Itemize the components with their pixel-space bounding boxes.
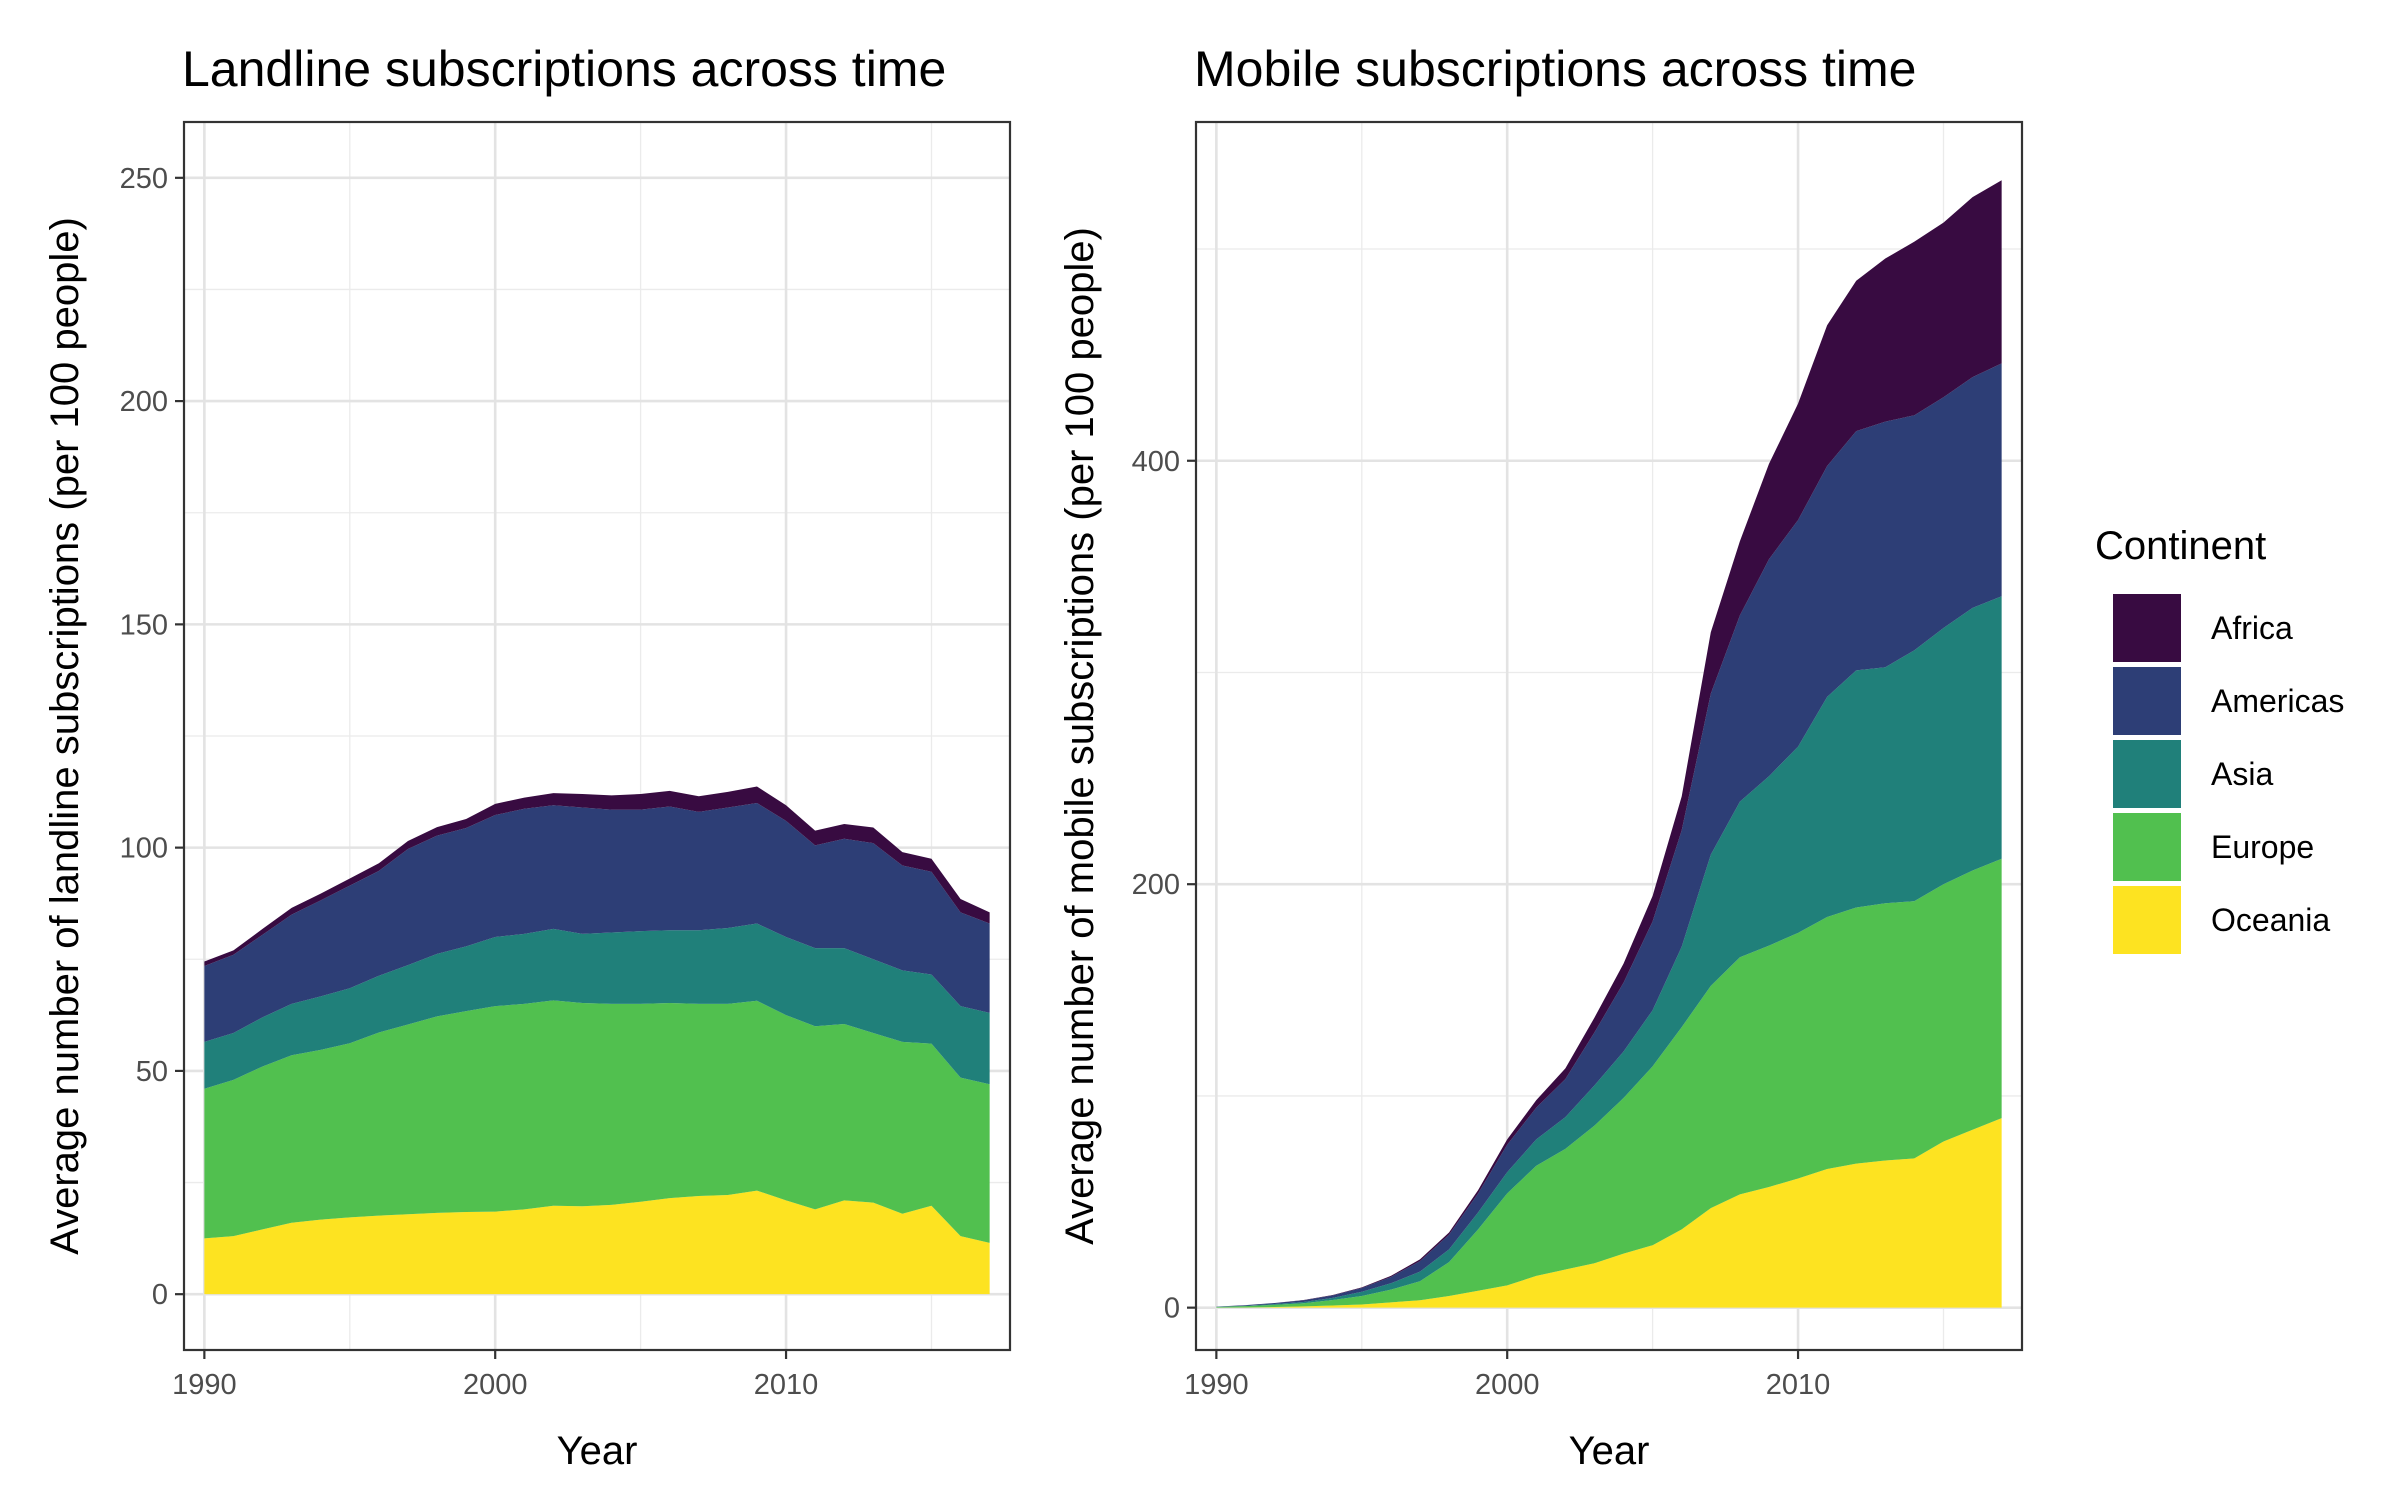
- panel-1-area-asia: [204, 923, 990, 1089]
- panel-2-area-oceania: [1216, 1118, 2002, 1308]
- panel-1-tick-label-y: 200: [120, 386, 168, 418]
- panel-2-y-axis-title: Average number of mobile subscriptions (…: [1058, 227, 1102, 1245]
- panel-2-tick-label-y: 400: [1132, 446, 1180, 478]
- legend-key-americas: [2113, 667, 2181, 735]
- panel-2-area-americas: [1216, 363, 2002, 1307]
- legend-key-asia: [2113, 740, 2181, 808]
- legend-label-americas: Americas: [2211, 683, 2344, 719]
- panel-2: 0 200 400 1990 2000 2010 Mobile subscriptions …: [1058, 41, 2024, 1473]
- legend-label-africa: Africa: [2211, 610, 2293, 646]
- panel-1-x-axis-title: Year: [557, 1429, 638, 1473]
- panel-1-tick-label-y: 50: [136, 1056, 168, 1088]
- panel-1-tick-label-x: 2010: [754, 1369, 819, 1401]
- panel-2-tick-label-y: 200: [1132, 869, 1180, 901]
- panel-2-title: Mobile subscriptions across time: [1194, 41, 1917, 97]
- panel-1-y-axis-title: Average number of landline subscriptions…: [43, 217, 87, 1255]
- panel-1-tick-label-y: 100: [120, 833, 168, 865]
- legend-label-europe: Europe: [2211, 829, 2314, 865]
- panel-1-tick-label-x: 2000: [463, 1369, 528, 1401]
- legend-title: Continent: [2095, 524, 2266, 568]
- panel-1-area-europe: [204, 1000, 990, 1243]
- panel-2-area-africa: [1216, 180, 2002, 1307]
- legend-label-asia: Asia: [2211, 756, 2273, 792]
- panel-1-border: [182, 120, 1012, 1352]
- panel-1-area-oceania: [204, 1190, 990, 1295]
- panel-2-area-asia: [1216, 596, 2002, 1308]
- panel-1-area-americas: [204, 802, 990, 1042]
- panel-2-border: [1194, 120, 2024, 1352]
- legend-key-europe: [2113, 813, 2181, 881]
- legend-key-oceania: [2113, 886, 2181, 954]
- panel-1-tick-label-x: 1990: [172, 1369, 237, 1401]
- legend-key-africa: [2113, 594, 2181, 662]
- panel-1-tick-label-y: 150: [120, 609, 168, 641]
- panel-1-tick-label-y: 0: [152, 1279, 168, 1311]
- panel-2-x-axis-title: Year: [1569, 1429, 1650, 1473]
- panel-2-area-europe: [1216, 858, 2002, 1308]
- legend: Continent Africa Americas Asia Europe Oceani…: [2095, 524, 2344, 954]
- panel-1: 0 50 100 150 200 250 1990 2000 2010 Landline subs…: [43, 41, 1012, 1473]
- panel-1-title: Landline subscriptions across time: [182, 41, 946, 97]
- panel-2-tick-label-x: 2010: [1766, 1369, 1831, 1401]
- panel-2-tick-label-x: 2000: [1475, 1369, 1540, 1401]
- panel-2-tick-label-y: 0: [1164, 1293, 1180, 1325]
- panel-1-tick-label-y: 250: [120, 163, 168, 195]
- panel-2-tick-label-x: 1990: [1184, 1369, 1249, 1401]
- panel-1-area-africa: [204, 786, 990, 966]
- legend-label-oceania: Oceania: [2211, 902, 2330, 938]
